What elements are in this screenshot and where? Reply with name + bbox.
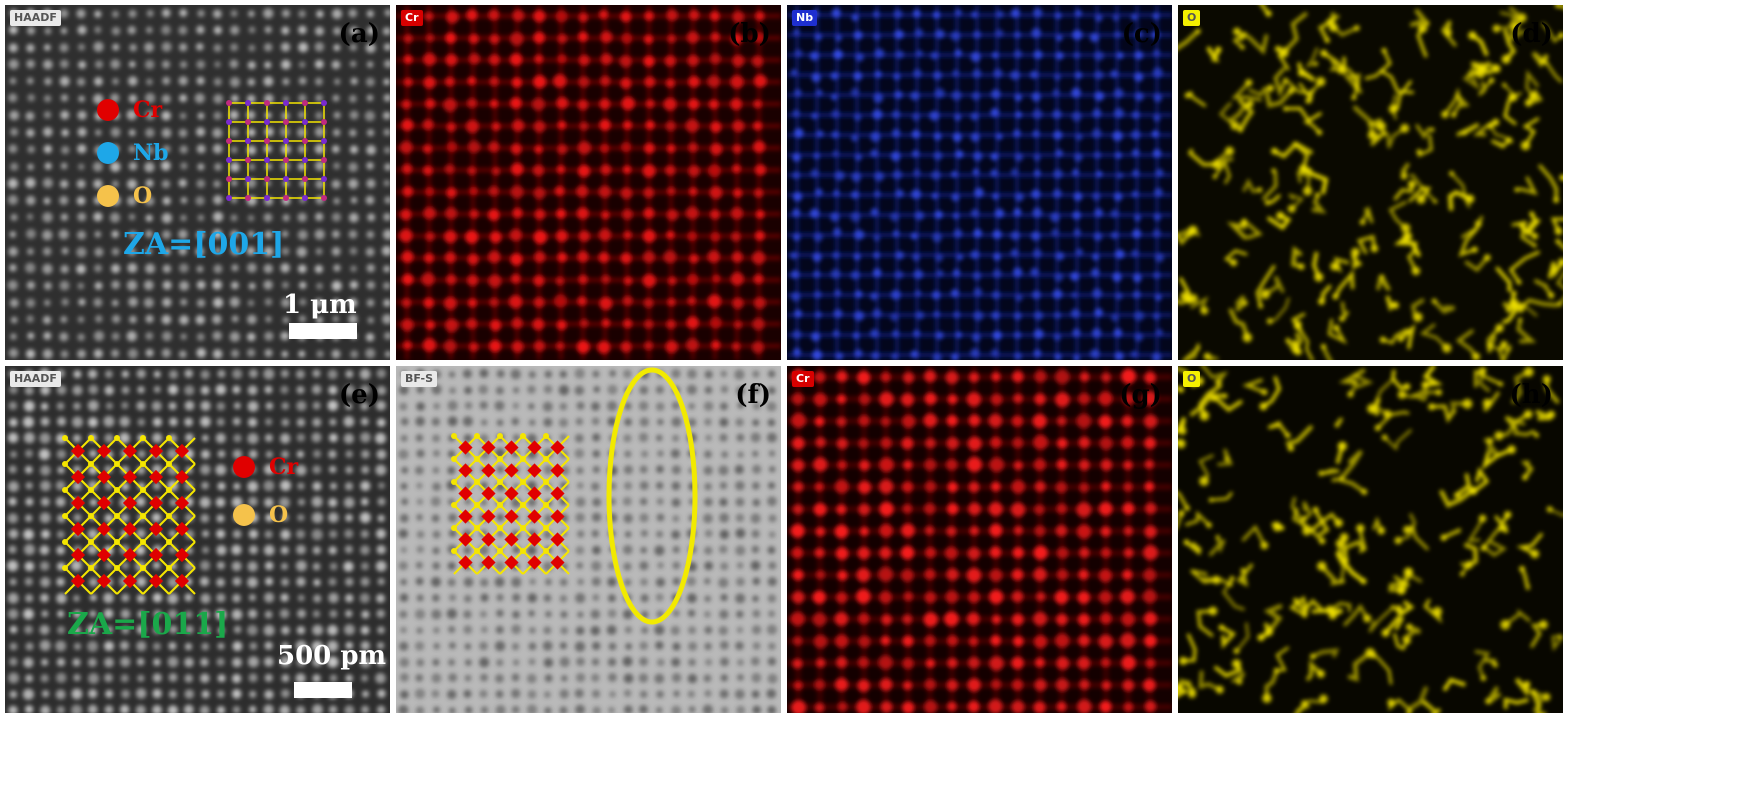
panel-f-bf: BF-S (f) bbox=[396, 366, 781, 713]
detector-tag: HAADF bbox=[10, 10, 61, 26]
panel-label: (h) bbox=[1509, 380, 1553, 410]
scale-bar bbox=[289, 323, 357, 339]
panel-h-o-map: O (h) bbox=[1178, 366, 1563, 713]
nb-eds-map bbox=[787, 5, 1172, 360]
legend-o: O bbox=[233, 502, 288, 528]
panel-label: (f) bbox=[735, 380, 771, 410]
panel-c-nb-map: Nb (c) bbox=[787, 5, 1172, 360]
scale-bar-label: 500 pm bbox=[277, 641, 387, 671]
panel-label: (c) bbox=[1121, 19, 1162, 49]
zone-axis-label: ZA=[011] bbox=[67, 607, 229, 642]
legend-cr: Cr bbox=[233, 454, 298, 480]
legend-o: O bbox=[97, 183, 152, 209]
element-tag: Nb bbox=[792, 10, 818, 26]
haadf-image-001 bbox=[5, 5, 390, 360]
cr-dot-icon bbox=[233, 456, 255, 478]
zone-axis-label: ZA=[001] bbox=[123, 227, 285, 262]
o-eds-map bbox=[1178, 5, 1563, 360]
element-tag: O bbox=[1183, 10, 1201, 26]
nb-dot-icon bbox=[97, 142, 119, 164]
panel-label: (g) bbox=[1119, 380, 1162, 410]
legend-nb: Nb bbox=[97, 140, 169, 166]
cr-eds-map bbox=[787, 366, 1172, 713]
cr-dot-icon bbox=[97, 99, 119, 121]
legend-label: Cr bbox=[133, 97, 163, 123]
panel-d-o-map: O (d) bbox=[1178, 5, 1563, 360]
bf-image bbox=[396, 366, 781, 713]
legend-cr: Cr bbox=[97, 97, 162, 123]
panel-g-cr-map: Cr (g) bbox=[787, 366, 1172, 713]
scale-bar-label: 1 μm bbox=[283, 290, 357, 320]
cr-eds-map bbox=[396, 5, 781, 360]
element-tag: Cr bbox=[792, 371, 814, 387]
legend-label: Nb bbox=[133, 140, 169, 166]
element-tag: Cr bbox=[401, 10, 423, 26]
o-dot-icon bbox=[233, 504, 255, 526]
detector-tag: BF-S bbox=[401, 371, 438, 387]
panel-e-haadf: HAADF (e) Cr O ZA=[011] 500 pm bbox=[5, 366, 390, 713]
panel-a-haadf: HAADF (a) Cr Nb O ZA=[001] 1 μm bbox=[5, 5, 390, 360]
panel-label: (b) bbox=[728, 19, 771, 49]
scale-bar bbox=[294, 682, 352, 698]
legend-label: O bbox=[269, 502, 289, 528]
haadf-image-011 bbox=[5, 366, 390, 713]
legend-label: Cr bbox=[269, 454, 299, 480]
panel-label: (e) bbox=[338, 380, 380, 410]
panel-b-cr-map: Cr (b) bbox=[396, 5, 781, 360]
panel-label: (d) bbox=[1510, 19, 1553, 49]
element-tag: O bbox=[1183, 371, 1201, 387]
panel-label: (a) bbox=[338, 19, 380, 49]
o-dot-icon bbox=[97, 185, 119, 207]
o-eds-map bbox=[1178, 366, 1563, 713]
detector-tag: HAADF bbox=[10, 371, 61, 387]
legend-label: O bbox=[133, 183, 153, 209]
